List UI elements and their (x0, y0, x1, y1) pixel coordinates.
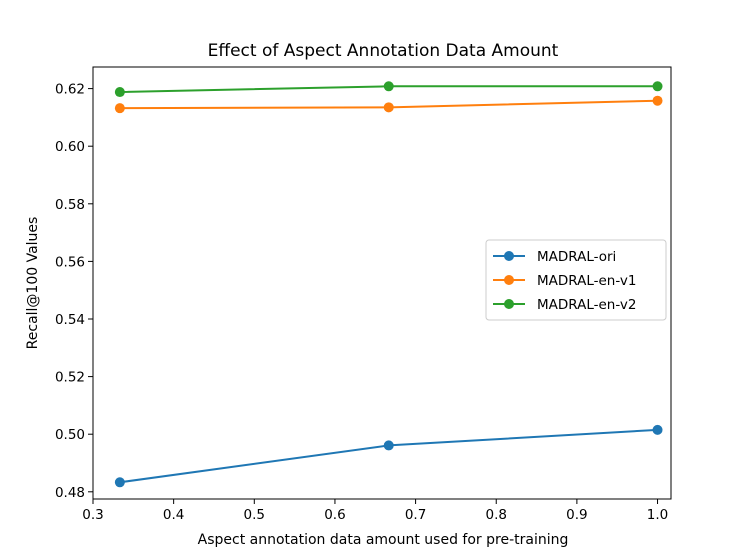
x-tick-label: 0.6 (324, 507, 345, 523)
data-point (383, 440, 394, 451)
legend-label: MADRAL-en-v1 (537, 273, 636, 289)
y-tick-label: 0.52 (55, 370, 85, 386)
y-tick-label: 0.50 (55, 427, 85, 443)
x-axis-ticks: 0.3 0.4 0.5 0.6 0.7 0.8 0.9 1.0 (82, 499, 668, 523)
data-point (652, 424, 663, 435)
data-point (652, 81, 663, 92)
legend-box (485, 239, 667, 321)
y-tick-label: 0.62 (55, 82, 85, 98)
y-axis-ticks: 0.48 0.50 0.52 0.54 0.56 0.58 0.60 0.62 (55, 82, 93, 501)
x-tick-label: 0.9 (566, 507, 587, 523)
x-tick-label: 0.8 (485, 507, 506, 523)
x-tick-label: 0.7 (405, 507, 426, 523)
x-tick-label: 0.3 (82, 507, 103, 523)
plot-area (92, 66, 672, 500)
data-point (652, 95, 663, 106)
y-axis-label: Recall@100 Values (25, 217, 41, 350)
plot-frame (92, 66, 672, 500)
y-tick-label: 0.54 (55, 312, 85, 328)
data-point (383, 81, 394, 92)
legend-marker (504, 251, 514, 261)
x-tick-label: 0.4 (163, 507, 184, 523)
legend-marker (504, 299, 514, 309)
data-point (114, 87, 125, 98)
chart-title: Effect of Aspect Annotation Data Amount (208, 41, 559, 61)
y-tick-label: 0.56 (55, 254, 85, 270)
y-tick-label: 0.58 (55, 197, 85, 213)
y-tick-label: 0.60 (55, 139, 85, 155)
legend-marker (504, 275, 514, 285)
data-point (383, 102, 394, 113)
legend-label: MADRAL-ori (537, 249, 616, 265)
legend: MADRAL-ori MADRAL-en-v1 MADRAL-en-v2 (485, 239, 667, 321)
series-layer (114, 81, 663, 488)
data-point (114, 477, 125, 488)
x-tick-label: 0.5 (244, 507, 265, 523)
x-axis-label: Aspect annotation data amount used for p… (198, 532, 569, 548)
x-tick-label: 1.0 (647, 507, 668, 523)
y-tick-label: 0.48 (55, 485, 85, 501)
data-point (114, 103, 125, 114)
legend-label: MADRAL-en-v2 (537, 297, 636, 313)
